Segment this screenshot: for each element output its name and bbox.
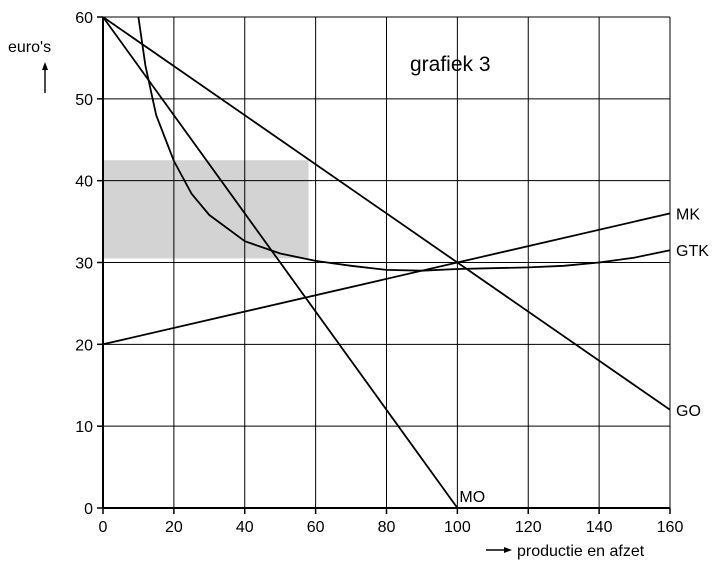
y-axis-arrow-icon [42, 62, 48, 93]
y-tick-label: 30 [75, 256, 93, 273]
y-tick-label: 60 [75, 10, 93, 27]
grid [102, 16, 671, 509]
x-tick-label: 0 [99, 519, 108, 536]
x-tick-label: 100 [444, 519, 471, 536]
x-tick-label: 60 [307, 519, 325, 536]
x-axis-label: productie en afzet [517, 543, 645, 560]
series-line-go [102, 16, 671, 411]
series-label-go: GO [676, 403, 701, 420]
series-labels: MK GTK GO MO [459, 206, 709, 506]
series-label-mo: MO [459, 489, 485, 506]
series-label-mk: MK [676, 206, 700, 223]
curves [102, 16, 671, 509]
x-tick-label: 20 [165, 519, 183, 536]
x-tick-label: 40 [236, 519, 254, 536]
x-tick-label: 140 [586, 519, 613, 536]
chart-title: grafiek 3 [410, 53, 491, 76]
series-label-gtk: GTK [676, 243, 709, 260]
y-tick-label: 50 [75, 92, 93, 109]
x-axis-arrow-icon [486, 547, 512, 553]
tick-labels: 0 20 40 60 80 100 120 140 160 0 10 20 30 40 50 60 [75, 10, 683, 536]
y-tick-label: 0 [84, 501, 93, 518]
series-line-mk [102, 212, 671, 346]
y-axis-label: euro's [8, 39, 51, 56]
x-tick-label: 160 [657, 519, 684, 536]
y-tick-label: 20 [75, 337, 93, 354]
y-tick-label: 40 [75, 174, 93, 191]
shaded-region [103, 160, 309, 259]
y-tick-label: 10 [75, 419, 93, 436]
series-line-mo [102, 16, 459, 509]
series-line-gtk [137, 16, 671, 272]
x-tick-label: 120 [515, 519, 542, 536]
x-tick-label: 80 [378, 519, 396, 536]
